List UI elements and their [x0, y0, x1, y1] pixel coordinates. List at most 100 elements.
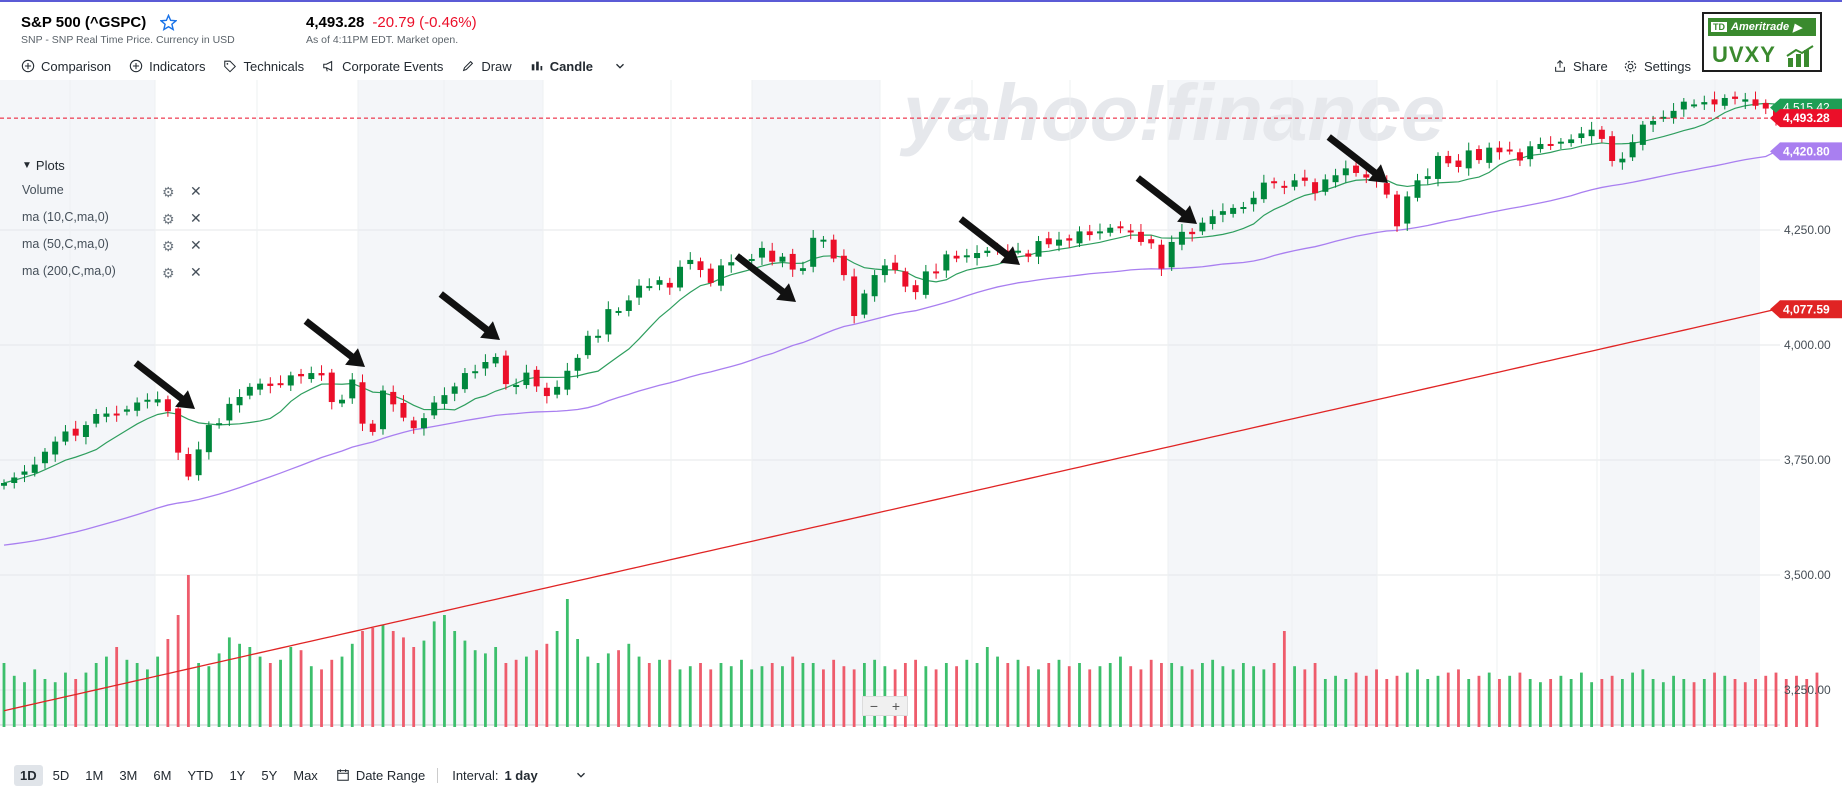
candle-body [72, 428, 79, 436]
annotation-arrow [1135, 175, 1189, 219]
candle-body [1281, 185, 1288, 188]
candle-body [31, 464, 38, 473]
candle-body [1056, 239, 1063, 246]
gear-icon[interactable]: ⚙ [162, 238, 175, 254]
plot-label: ma (50,C,ma,0) [22, 237, 109, 251]
ad-brand: Ameritrade [1731, 21, 1790, 33]
chart-type-label: Candle [549, 58, 594, 74]
calendar-icon [337, 769, 349, 781]
candle-body [1260, 182, 1267, 200]
candle-body [144, 399, 151, 402]
volume-bar [1477, 675, 1481, 727]
range-5d[interactable]: 5D [52, 767, 70, 783]
close-icon[interactable]: ✕ [190, 210, 202, 226]
indicators-button[interactable]: Indicators [129, 59, 205, 74]
share-button[interactable]: Share [1553, 56, 1608, 76]
month-band [1168, 80, 1377, 725]
share-icon [1555, 60, 1565, 72]
candle-body [1312, 182, 1319, 194]
play-icon: ▶ [1793, 21, 1802, 34]
volume-bar [1723, 675, 1727, 727]
range-max[interactable]: Max [293, 767, 318, 783]
volume-bar [1651, 679, 1655, 727]
range-5y[interactable]: 5Y [261, 767, 278, 783]
gear-icon[interactable]: ⚙ [162, 265, 175, 281]
settings-button[interactable]: Settings [1623, 56, 1691, 76]
volume-bar [484, 653, 487, 727]
candle-body [93, 414, 100, 424]
candle-body [769, 250, 776, 262]
volume-bar [1201, 663, 1204, 727]
volume-bar [361, 631, 364, 727]
volume-bar [1733, 679, 1737, 727]
interval-select[interactable]: Interval: 1 day [452, 768, 588, 783]
volume-bar [1323, 679, 1327, 727]
candle-body [113, 413, 120, 416]
technicals-button[interactable]: Technicals [223, 59, 304, 74]
range-3m[interactable]: 3M [119, 767, 138, 783]
tag-icon [224, 60, 237, 73]
candle-body [758, 247, 765, 258]
candle-body [431, 402, 438, 416]
close-icon[interactable]: ✕ [190, 264, 202, 280]
volume-bar [770, 663, 774, 727]
chart-type-select[interactable]: Candle [530, 59, 627, 74]
range-1y[interactable]: 1Y [229, 767, 246, 783]
draw-button[interactable]: Draw [461, 59, 512, 74]
ad-brand-bar: TD Ameritrade ▶ [1708, 18, 1816, 36]
volume-bar [1067, 666, 1071, 727]
volume-bar [996, 656, 999, 727]
plots-toggle[interactable]: ▼ Plots [22, 158, 212, 173]
candle-body [615, 310, 622, 313]
last-price-tag-bg [1770, 109, 1842, 128]
volume-bar [1631, 672, 1635, 727]
volume-bar [1549, 679, 1553, 727]
volume-bar [1467, 679, 1471, 727]
range-1d[interactable]: 1D [14, 764, 43, 786]
range-1m[interactable]: 1M [85, 767, 104, 783]
candle-body [974, 253, 981, 259]
candle-body [1547, 143, 1554, 146]
gear-icon[interactable]: ⚙ [162, 184, 175, 200]
candle-body [636, 285, 643, 298]
td-logo: TD [1711, 22, 1727, 32]
close-icon[interactable]: ✕ [190, 237, 202, 253]
candle-body [1762, 103, 1769, 109]
candle-body [1107, 227, 1114, 233]
corporate-events-button[interactable]: Corporate Events [322, 59, 443, 74]
candle-body [717, 265, 724, 286]
arrow-head [345, 348, 365, 367]
candle-body [656, 280, 663, 285]
annotation-arrow [734, 253, 788, 297]
volume-bar [1303, 669, 1307, 727]
star-icon[interactable] [160, 14, 178, 31]
volume-bar [330, 659, 334, 727]
volume-bar [1252, 666, 1256, 727]
volume-bar [1139, 669, 1143, 727]
price-chart[interactable]: yahoo!finance4,250.004,000.003,750.003,5… [0, 80, 1842, 728]
range-6m[interactable]: 6M [153, 767, 172, 783]
candle-body [1178, 231, 1185, 245]
volume-bar [524, 656, 528, 727]
date-range-button[interactable]: Date Range [336, 767, 439, 783]
volume-bar [944, 663, 948, 727]
candle-body [984, 250, 991, 253]
volume-bar [94, 663, 98, 727]
volume-bar [627, 643, 631, 727]
volume-bar [1672, 675, 1675, 727]
zoom-in-button[interactable]: + [891, 698, 901, 714]
gear-icon[interactable]: ⚙ [162, 211, 175, 227]
zoom-out-button[interactable]: − [869, 698, 879, 714]
volume-bar [1282, 631, 1286, 727]
volume-bar [1692, 682, 1696, 727]
comparison-button[interactable]: Comparison [21, 59, 111, 74]
volume-bar [985, 647, 989, 727]
close-icon[interactable]: ✕ [190, 183, 202, 199]
volume-bar [709, 669, 713, 727]
ameritrade-ad[interactable]: TD Ameritrade ▶ UVXY [1702, 12, 1822, 72]
candle-body [123, 409, 130, 412]
volume-bar [596, 663, 600, 727]
range-ytd[interactable]: YTD [187, 767, 214, 783]
volume-bar [1774, 672, 1778, 727]
month-band [752, 80, 880, 725]
